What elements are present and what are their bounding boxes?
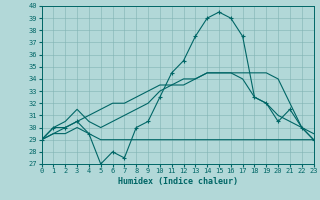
X-axis label: Humidex (Indice chaleur): Humidex (Indice chaleur) (118, 177, 237, 186)
